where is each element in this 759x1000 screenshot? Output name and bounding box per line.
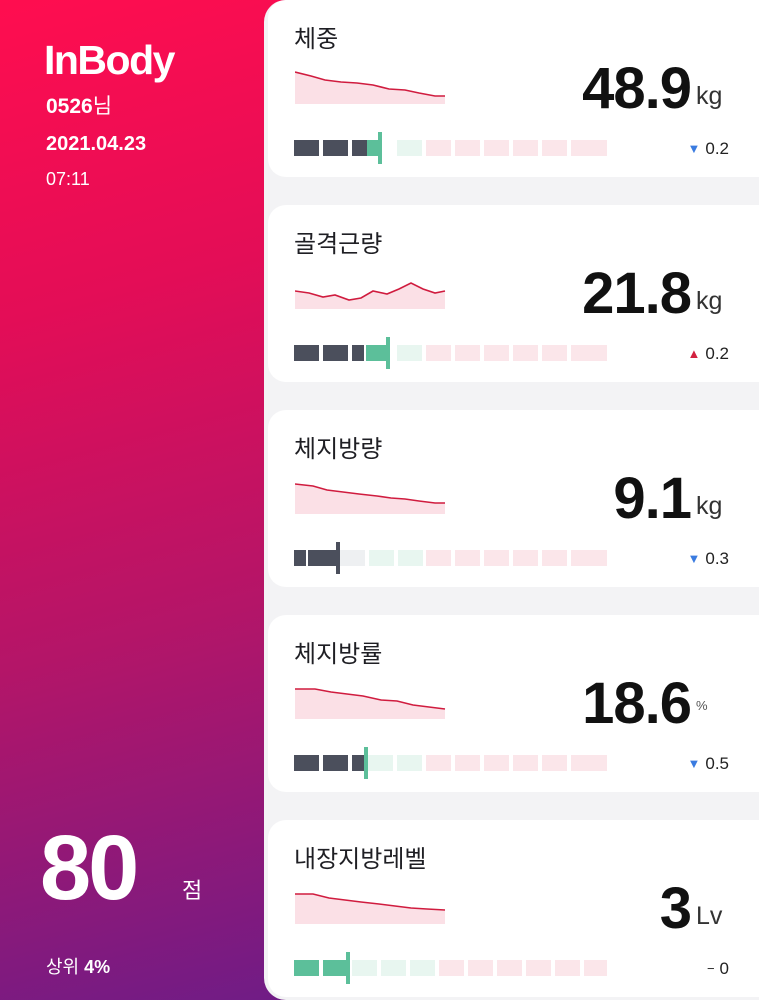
metric-value: 18.6 — [582, 671, 692, 736]
trend-sparkline — [295, 688, 446, 719]
arrow-up-icon: ▲ — [687, 346, 701, 361]
metric-card-visceral-fat[interactable]: 내장지방레벨 3 Lv −0 — [268, 820, 759, 997]
rank: 상위 4% — [46, 958, 110, 976]
metric-unit: kg — [696, 82, 723, 110]
metric-unit: kg — [696, 287, 723, 315]
score-unit: 점 — [182, 878, 203, 903]
level-bar — [294, 542, 607, 574]
metric-card-weight[interactable]: 체중 48.9 kg ▼ 0.2 — [268, 0, 759, 177]
arrow-down-icon: ▼ — [687, 756, 701, 771]
metrics-panel: 체중 48.9 kg ▼ 0.2 골격근량 21.8 kg — [264, 0, 759, 1000]
dash-icon: − — [706, 961, 715, 976]
rank-label: 상위 — [46, 957, 80, 977]
level-marker — [364, 747, 368, 779]
inbody-logo: InBody — [44, 37, 175, 83]
level-bar — [294, 952, 607, 984]
measure-time: 07:11 — [46, 169, 90, 189]
metric-card-body-fat-percent[interactable]: 체지방률 18.6 % ▼ 0.5 — [268, 615, 759, 792]
metric-value: 48.9 — [582, 56, 692, 121]
metric-change: ▲ 0.2 — [687, 345, 729, 362]
user-id: 0526 — [46, 95, 93, 118]
metric-title: 골격근량 — [294, 231, 383, 258]
level-marker — [336, 542, 340, 574]
sidebar: InBody 0526님 2021.04.23 07:11 80 점 상위 4% — [0, 0, 300, 1000]
level-marker — [386, 337, 390, 369]
change-value: 0.5 — [705, 754, 729, 773]
change-value: 0.2 — [705, 344, 729, 363]
metric-change: −0 — [707, 960, 729, 977]
metric-title: 체지방량 — [294, 436, 383, 463]
trend-sparkline — [295, 483, 445, 514]
trend-sparkline — [295, 282, 446, 309]
metric-value: 9.1 — [613, 466, 692, 531]
user-suffix: 님 — [92, 95, 113, 118]
change-value: 0.3 — [705, 549, 729, 568]
metric-title: 체중 — [294, 26, 339, 53]
level-bar — [294, 337, 607, 369]
level-bar — [294, 132, 607, 164]
metric-card-muscle[interactable]: 골격근량 21.8 kg ▲ 0.2 — [268, 205, 759, 382]
metric-card-body-fat-mass[interactable]: 체지방량 9.1 kg ▼ 0.3 — [268, 410, 759, 587]
arrow-down-icon: ▼ — [687, 551, 701, 566]
change-value: 0.2 — [705, 139, 729, 158]
metric-change: ▼ 0.2 — [687, 140, 729, 157]
metric-change: ▼ 0.5 — [687, 755, 729, 772]
level-bar — [294, 747, 607, 779]
trend-sparkline — [295, 71, 445, 104]
arrow-down-icon: ▼ — [687, 141, 701, 156]
metric-unit: kg — [696, 492, 723, 520]
metric-change: ▼ 0.3 — [687, 550, 729, 567]
metric-value: 21.8 — [582, 261, 692, 326]
trend-sparkline — [295, 893, 446, 924]
level-marker — [346, 952, 350, 984]
change-value: 0 — [719, 959, 729, 978]
inbody-score: 80 — [40, 817, 139, 919]
metric-unit: Lv — [696, 902, 723, 930]
level-marker — [378, 132, 382, 164]
measure-date: 2021.04.23 — [46, 133, 147, 155]
metric-title: 체지방률 — [294, 641, 383, 668]
rank-value: 4% — [84, 957, 111, 977]
metric-unit: % — [696, 698, 708, 713]
metric-title: 내장지방레벨 — [294, 846, 427, 873]
user-name: 0526님 — [46, 96, 112, 117]
metric-value: 3 — [659, 876, 692, 941]
